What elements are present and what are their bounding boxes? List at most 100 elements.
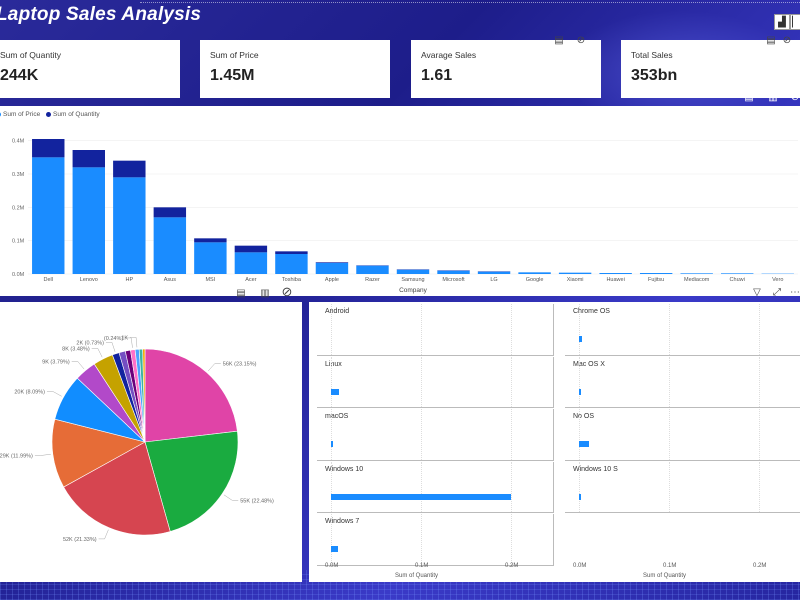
os-panel-label: Chrome OS [573, 308, 610, 315]
bar-segment-price[interactable] [153, 217, 187, 274]
x-tick-label: 0.1M [663, 563, 677, 569]
bar-segment-quantity[interactable] [315, 262, 349, 263]
filter-icon[interactable]: ▽ [753, 287, 761, 298]
bar-segment-quantity[interactable] [72, 150, 105, 168]
kpi-value: 1.45M [210, 67, 255, 84]
pie-slice[interactable] [63, 441, 171, 536]
os-quantity-bar[interactable] [579, 441, 589, 447]
os-panel[interactable]: macOS [317, 409, 554, 461]
bar-segment-price[interactable] [396, 269, 430, 274]
bar-chart-icon[interactable]: ▥ [768, 92, 778, 103]
bar-segment-quantity[interactable] [275, 251, 308, 254]
bar-segment-quantity[interactable] [32, 139, 65, 158]
bar-segment-price[interactable] [234, 252, 268, 274]
kpi-card-quantity[interactable]: Sum of Quantity 244K [0, 40, 180, 98]
legend-dot [46, 111, 52, 117]
os-quantity-bar[interactable] [331, 441, 333, 447]
kpi-card-price[interactable]: Sum of Price 1.45M [200, 40, 390, 98]
pie-slice[interactable] [144, 348, 238, 443]
kpi-card-total-sales[interactable]: Total Sales 353bn [621, 40, 800, 98]
company-bar-chart-panel[interactable]: Sum of Price Sum of Quantity 0.0M 0.1M 0.2… [0, 106, 800, 296]
bar-segment-quantity[interactable] [113, 160, 146, 178]
os-panel[interactable]: No OS [565, 409, 800, 461]
focus-mode-icon[interactable]: ⤢ [773, 287, 781, 298]
x-axis-title: Company [399, 287, 428, 294]
gridline [759, 409, 761, 460]
bar-segment-quantity[interactable] [234, 245, 268, 253]
os-quantity-bar[interactable] [579, 336, 582, 342]
pie-leader-line [125, 337, 133, 348]
bar-segment-quantity[interactable] [194, 238, 227, 243]
bar-chart-icon[interactable]: ▥ [260, 288, 270, 299]
drill-down-icon[interactable]: ▤ [744, 92, 754, 103]
bar-segment-price[interactable] [113, 177, 146, 274]
gridline [669, 304, 671, 355]
bar-segment-price[interactable] [680, 273, 713, 274]
bar-segment-price[interactable] [518, 272, 551, 274]
filter-icon[interactable]: ▤ [554, 35, 564, 46]
x-axis-title: Sum of Quantity [643, 573, 687, 579]
pie-chart-panel[interactable]: 56K (23.15%) 55K (22.48%) 52K (21.33%) 29K … [0, 302, 302, 582]
os-quantity-bar[interactable] [331, 388, 340, 395]
legend-item-price[interactable]: Sum of Price [0, 111, 40, 118]
no-entry-icon[interactable]: ⊘ [790, 92, 800, 103]
gridline [669, 409, 671, 460]
bar-segment-price[interactable] [275, 254, 308, 274]
bar-segment-price[interactable] [437, 270, 470, 274]
x-tick-label: Mediacom [684, 277, 710, 283]
gridline [421, 304, 423, 355]
x-tick-label: LG [490, 277, 497, 283]
bar-segment-price[interactable] [558, 272, 592, 274]
bar-segment-price[interactable] [477, 271, 511, 274]
bar-segment-price[interactable] [72, 167, 105, 274]
x-tick-label: Huawei [606, 277, 624, 283]
pie-slice[interactable] [144, 430, 239, 532]
drill-icon[interactable]: ▤ [766, 35, 776, 46]
y-tick-label: 0.3M [12, 172, 25, 178]
no-entry-icon[interactable]: ⊘ [782, 35, 792, 46]
pie-slice[interactable] [142, 348, 146, 443]
bar-segment-price[interactable] [721, 273, 754, 274]
drill-icon[interactable]: ▤ [236, 288, 246, 299]
bar-segment-price[interactable] [599, 273, 632, 274]
pie-leader-line [91, 348, 103, 358]
os-panel-label: Mac OS X [573, 360, 605, 368]
y-tick-label: 0.2M [12, 205, 25, 211]
pie-data-label: 2K (0.73%) [76, 340, 104, 346]
x-tick-label: 0.2M [753, 563, 767, 569]
os-panel[interactable]: Windows 10 [317, 461, 554, 513]
os-panel[interactable]: Windows 10 S [565, 461, 800, 513]
os-quantity-bar[interactable] [579, 493, 581, 500]
os-panel[interactable]: Linux [317, 356, 554, 408]
no-entry-icon[interactable]: ⊘ [576, 35, 586, 46]
x-tick-label: 0.0M [573, 563, 587, 569]
os-panel[interactable]: Android [317, 304, 554, 356]
os-panel[interactable]: Mac OS X [565, 356, 800, 408]
os-quantity-bar[interactable] [331, 546, 339, 552]
header-divider [140, 2, 800, 4]
gridline [331, 461, 333, 512]
no-entry-icon[interactable]: ⊘ [281, 284, 293, 299]
more-options-icon[interactable]: ▏ [790, 14, 800, 30]
legend-item-quantity[interactable]: Sum of Quantity [46, 111, 100, 118]
more-options-icon[interactable]: ⋯ [790, 287, 800, 298]
os-panel[interactable]: Chrome OS [565, 304, 800, 356]
pie-data-label: 29K (11.99%) [0, 454, 33, 460]
bar-segment-price[interactable] [32, 157, 65, 274]
os-small-multiples-panel[interactable]: Android Chrome OS Linux Mac OS X macOS No OS W… [309, 302, 800, 582]
pie-leader-line [105, 342, 116, 352]
gridline [511, 356, 513, 407]
gridline [669, 461, 671, 512]
os-quantity-bar[interactable] [331, 493, 511, 500]
gridline [421, 409, 423, 460]
os-quantity-bar[interactable] [579, 388, 581, 395]
bar-segment-quantity[interactable] [153, 207, 187, 218]
bar-segment-price[interactable] [639, 273, 673, 274]
bar-segment-price[interactable] [315, 263, 349, 274]
kpi-value: 1.61 [421, 67, 453, 84]
os-panel[interactable]: Windows 7 [317, 514, 554, 566]
bar-segment-price[interactable] [194, 242, 227, 274]
bar-segment-price[interactable] [356, 265, 389, 274]
visual-type-icon[interactable]: ▟ [774, 14, 790, 30]
kpi-card-average[interactable]: Avarage Sales 1.61 [411, 40, 601, 98]
